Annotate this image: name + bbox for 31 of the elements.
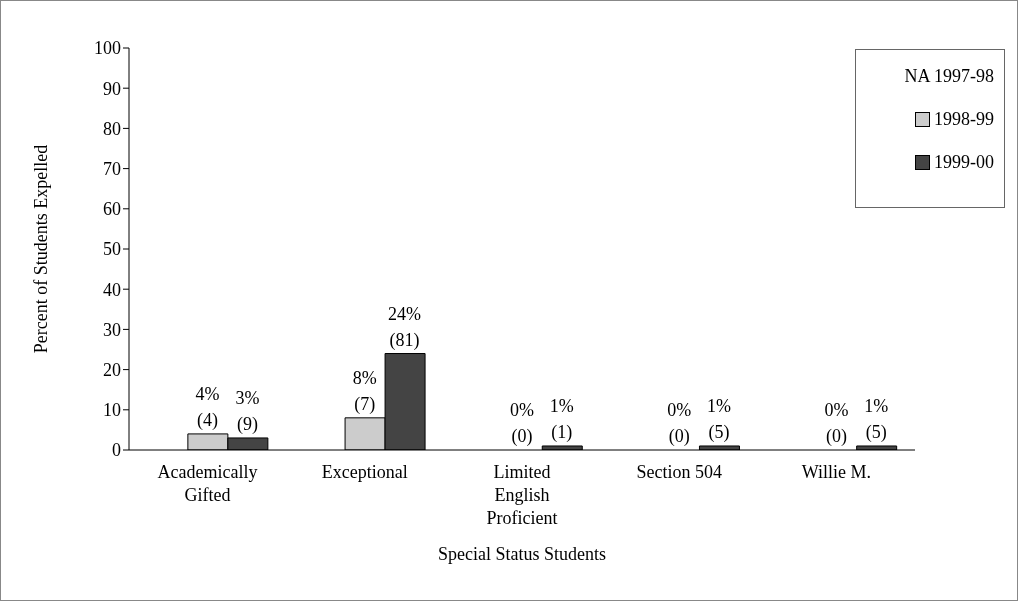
- x-axis-title: Special Status Students: [438, 544, 606, 564]
- data-label: 1% (5): [707, 395, 732, 443]
- x-tick-label: Academically Gifted: [157, 462, 258, 505]
- data-label: 0% (0): [510, 400, 534, 447]
- data-label: 1% (5): [864, 395, 889, 443]
- y-tick-label: 60: [103, 199, 121, 220]
- y-tick-label: 10: [103, 400, 121, 421]
- y-tick-label: 40: [103, 279, 121, 300]
- y-tick-label: 90: [103, 78, 121, 99]
- text: NA 1997-98: [904, 66, 994, 87]
- data-label: 1% (1): [549, 395, 574, 443]
- data-label: 8% (7): [352, 367, 377, 415]
- legend-label: 1999-00: [934, 152, 994, 173]
- data-label: 4% (4): [195, 383, 220, 431]
- y-tick-label: 50: [103, 239, 121, 260]
- x-tick-label: Limited English Proficient: [486, 462, 558, 528]
- y-tick-label: 20: [103, 359, 121, 380]
- x-tick-label: Willie M.: [801, 462, 872, 482]
- data-label: 0% (0): [824, 400, 849, 447]
- y-tick-label: 0: [112, 440, 121, 461]
- x-tick-label: Section 504: [636, 462, 722, 482]
- y-tick-label: 100: [94, 38, 121, 59]
- y-tick-label: 70: [103, 158, 121, 179]
- y-tick-label: 80: [103, 118, 121, 139]
- y-tick-label: 30: [103, 319, 121, 340]
- x-tick-label: Exceptional: [321, 462, 408, 482]
- y-axis-title: Percent of Students Expelled: [31, 144, 52, 354]
- data-label: 0% (0): [667, 400, 692, 447]
- data-label: 24% (81): [388, 303, 422, 351]
- data-label: 3% (9): [235, 387, 260, 435]
- legend-label: 1998-99: [934, 109, 994, 130]
